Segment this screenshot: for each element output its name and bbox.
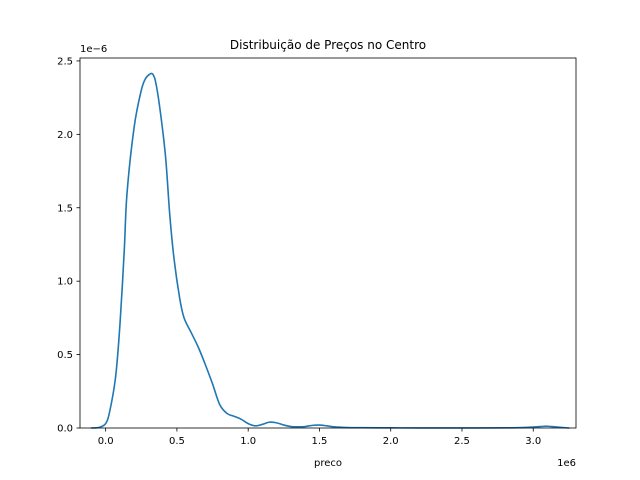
x-tick-label: 0.0 bbox=[98, 436, 114, 447]
chart-title: Distribuição de Preços no Centro bbox=[230, 38, 426, 52]
y-tick-label: 2.0 bbox=[57, 130, 73, 141]
x-tick-label: 1.5 bbox=[311, 436, 327, 447]
x-offset-label: 1e6 bbox=[557, 458, 576, 469]
y-offset-label: 1e−6 bbox=[80, 44, 107, 55]
x-tick-label: 0.5 bbox=[169, 436, 185, 447]
x-axis-label: preco bbox=[314, 458, 342, 469]
x-tick-label: 3.0 bbox=[525, 436, 541, 447]
x-tick-label: 2.5 bbox=[454, 436, 470, 447]
y-tick-label: 1.0 bbox=[57, 277, 73, 288]
y-axis-ticks: 0.0 0.5 1.0 1.5 2.0 2.5 bbox=[57, 56, 80, 435]
y-tick-label: 0.5 bbox=[57, 350, 73, 361]
x-tick-label: 2.0 bbox=[383, 436, 399, 447]
plot-area-frame bbox=[79, 57, 577, 429]
y-tick-label: 0.0 bbox=[57, 424, 73, 435]
x-tick-label: 1.0 bbox=[240, 436, 256, 447]
y-tick-label: 2.5 bbox=[57, 56, 73, 67]
y-tick-label: 1.5 bbox=[57, 203, 73, 214]
